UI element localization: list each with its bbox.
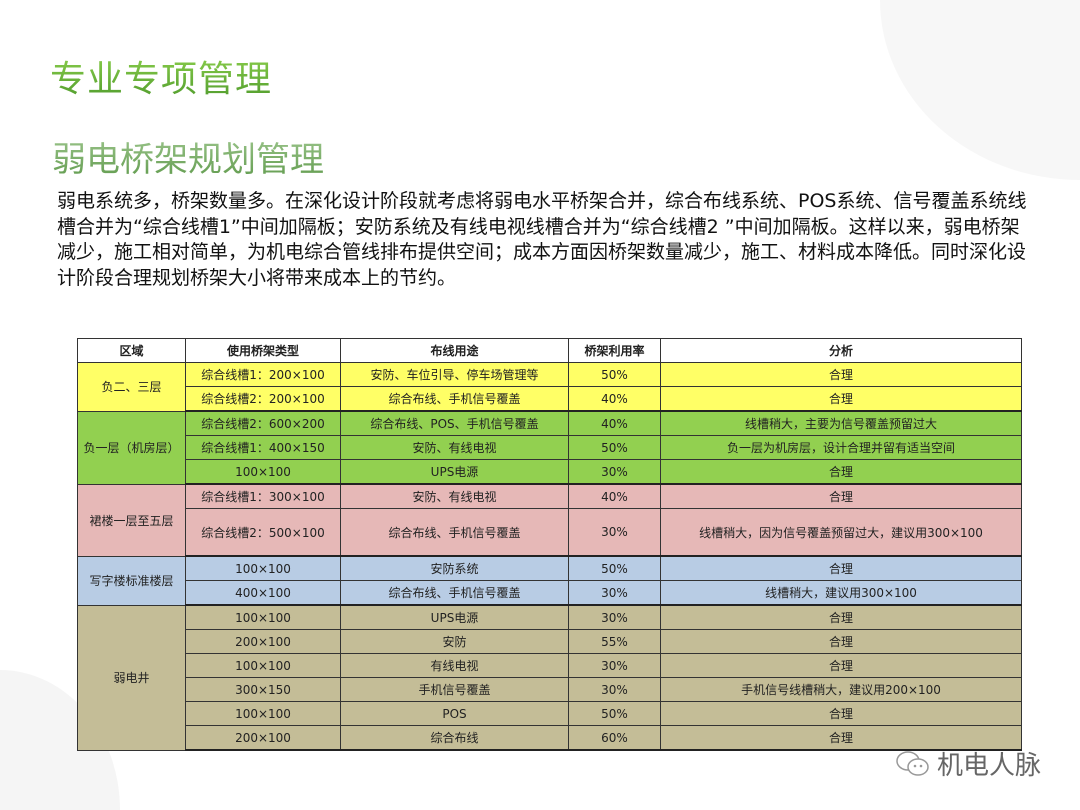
header-usage: 布线用途 xyxy=(340,338,569,363)
table-row: 综合线槽2：200×100 综合布线、手机信号覆盖 40% 合理 xyxy=(77,386,1022,412)
usage-cell: POS xyxy=(340,701,569,726)
analysis-cell: 合理 xyxy=(660,653,1022,678)
usage-cell: 安防、有线电视 xyxy=(340,483,569,509)
analysis-cell: 线槽稍大，主要为信号覆盖预留过大 xyxy=(660,410,1022,436)
analysis-cell: 合理 xyxy=(660,604,1022,630)
description-paragraph: 弱电系统多，桥架数量多。在深化设计阶段就考虑将弱电水平桥架合并，综合布线系统、P… xyxy=(57,190,1027,289)
utilization-cell: 50% xyxy=(568,701,661,726)
usage-cell: 手机信号覆盖 xyxy=(340,677,569,702)
tray-type-cell: 综合线槽1：300×100 xyxy=(185,483,341,509)
analysis-cell: 合理 xyxy=(660,629,1022,654)
table-row: 写字楼标准楼层 100×100 安防系统 50% 合理 xyxy=(77,555,1022,606)
tray-type-cell: 100×100 xyxy=(185,701,341,726)
table-row: 300×150 手机信号覆盖 30% 手机信号线槽稍大，建议用200×100 xyxy=(77,677,1022,702)
analysis-cell: 线槽稍大，建议用300×100 xyxy=(660,580,1022,606)
analysis-cell: 手机信号线槽稍大，建议用200×100 xyxy=(660,677,1022,702)
region-cell: 负二、三层 xyxy=(77,362,186,412)
utilization-cell: 40% xyxy=(568,386,661,412)
usage-cell: 综合布线 xyxy=(340,725,569,751)
usage-cell: 安防 xyxy=(340,629,569,654)
tray-type-cell: 综合线槽2：200×100 xyxy=(185,386,341,412)
region-cell: 写字楼标准楼层 xyxy=(77,555,186,606)
page-title: 专业专项管理 xyxy=(50,50,272,102)
utilization-cell: 40% xyxy=(568,410,661,436)
utilization-cell: 50% xyxy=(568,362,661,387)
usage-cell: 综合布线、手机信号覆盖 xyxy=(340,580,569,606)
analysis-cell: 合理 xyxy=(660,701,1022,726)
tray-type-cell: 综合线槽1：400×150 xyxy=(185,435,341,460)
usage-cell: UPS电源 xyxy=(340,604,569,630)
analysis-cell: 合理 xyxy=(660,362,1022,387)
region-cell: 裙楼一层至五层 xyxy=(77,483,186,557)
header-tray-type: 使用桥架类型 xyxy=(185,338,341,363)
analysis-cell: 合理 xyxy=(660,725,1022,751)
utilization-cell: 60% xyxy=(568,725,661,751)
analysis-cell: 合理 xyxy=(660,555,1022,581)
tray-type-cell: 200×100 xyxy=(185,725,341,751)
usage-cell: 安防、车位引导、停车场管理等 xyxy=(340,362,569,387)
analysis-cell: 合理 xyxy=(660,459,1022,485)
tray-type-cell: 综合线槽1：200×100 xyxy=(185,362,341,387)
table-row: 综合线槽2：500×100 综合布线、手机信号覆盖 30% 线槽稍大，因为信号覆盖预留… xyxy=(77,508,1022,557)
region-cell: 弱电井 xyxy=(77,604,186,751)
region-cell: 负一层（机房层） xyxy=(77,410,186,485)
table-row: 综合线槽1：400×150 安防、有线电视 50% 负一层为机房层，设计合理并留有适当… xyxy=(77,435,1022,460)
background-decoration xyxy=(880,0,1080,180)
table-row: 200×100 综合布线 60% 合理 xyxy=(77,725,1022,751)
table-row: 负一层（机房层） 综合线槽2：600×200 综合布线、POS、手机信号覆盖 40% 线… xyxy=(77,410,1022,485)
watermark: 机电人脉 xyxy=(895,745,1041,782)
utilization-cell: 40% xyxy=(568,483,661,509)
table-row: 弱电井 100×100 UPS电源 30% 合理 xyxy=(77,604,1022,751)
tray-type-cell: 100×100 xyxy=(185,555,341,581)
tray-type-cell: 400×100 xyxy=(185,580,341,606)
section-title: 弱电桥架规划管理 xyxy=(52,132,324,181)
usage-cell: 综合布线、手机信号覆盖 xyxy=(340,508,569,557)
utilization-cell: 30% xyxy=(568,459,661,485)
tray-type-cell: 综合线槽2：600×200 xyxy=(185,410,341,436)
header-region: 区域 xyxy=(77,338,186,363)
tray-type-cell: 100×100 xyxy=(185,604,341,630)
table-row: 200×100 安防 55% 合理 xyxy=(77,629,1022,654)
table-row: 100×100 UPS电源 30% 合理 xyxy=(77,459,1022,485)
utilization-cell: 55% xyxy=(568,629,661,654)
utilization-cell: 50% xyxy=(568,555,661,581)
table-header-row: 区域 使用桥架类型 布线用途 桥架利用率 分析 xyxy=(77,338,1022,363)
analysis-cell: 负一层为机房层，设计合理并留有适当空间 xyxy=(660,435,1022,460)
analysis-cell: 合理 xyxy=(660,483,1022,509)
tray-type-cell: 综合线槽2：500×100 xyxy=(185,508,341,557)
table-row: 裙楼一层至五层 综合线槽1：300×100 安防、有线电视 40% 合理 xyxy=(77,483,1022,557)
tray-type-cell: 200×100 xyxy=(185,629,341,654)
utilization-cell: 30% xyxy=(568,508,661,557)
usage-cell: UPS电源 xyxy=(340,459,569,485)
usage-cell: 安防、有线电视 xyxy=(340,435,569,460)
usage-cell: 综合布线、手机信号覆盖 xyxy=(340,386,569,412)
table-row: 100×100 POS 50% 合理 xyxy=(77,701,1022,726)
usage-cell: 有线电视 xyxy=(340,653,569,678)
tray-type-cell: 300×150 xyxy=(185,677,341,702)
utilization-cell: 30% xyxy=(568,604,661,630)
usage-cell: 综合布线、POS、手机信号覆盖 xyxy=(340,410,569,436)
utilization-cell: 30% xyxy=(568,677,661,702)
table-row: 负二、三层 综合线槽1：200×100 安防、车位引导、停车场管理等 50% 合理 xyxy=(77,362,1022,412)
header-utilization: 桥架利用率 xyxy=(568,338,661,363)
utilization-cell: 50% xyxy=(568,435,661,460)
table-row: 400×100 综合布线、手机信号覆盖 30% 线槽稍大，建议用300×100 xyxy=(77,580,1022,606)
tray-type-cell: 100×100 xyxy=(185,653,341,678)
wechat-icon xyxy=(895,749,931,779)
utilization-cell: 30% xyxy=(568,580,661,606)
header-analysis: 分析 xyxy=(660,338,1022,363)
utilization-cell: 30% xyxy=(568,653,661,678)
watermark-text: 机电人脉 xyxy=(937,751,1042,781)
tray-type-cell: 100×100 xyxy=(185,459,341,485)
cable-tray-table: 区域 使用桥架类型 布线用途 桥架利用率 分析 负二、三层 综合线槽1：200×1… xyxy=(77,338,1022,751)
analysis-cell: 线槽稍大，因为信号覆盖预留过大，建议用300×100 xyxy=(660,508,1022,557)
table-row: 100×100 有线电视 30% 合理 xyxy=(77,653,1022,678)
usage-cell: 安防系统 xyxy=(340,555,569,581)
analysis-cell: 合理 xyxy=(660,386,1022,412)
